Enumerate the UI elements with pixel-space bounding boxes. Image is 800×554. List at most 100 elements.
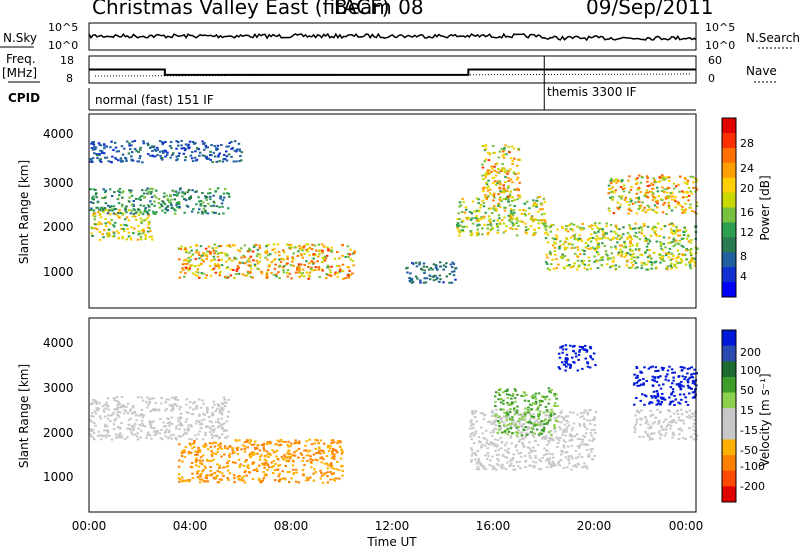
power-cell [94,193,97,196]
velocity-cell [654,396,658,399]
power-cell [670,209,674,212]
power-cell [682,237,685,240]
power-region [481,144,522,202]
velocity-cell [670,392,673,395]
power-cell [146,192,149,195]
velocity-cell [223,429,226,431]
velocity-cell [549,418,552,421]
velocity-cell [544,418,547,421]
power-cell [667,256,670,259]
xtick-0000: 00:00 [72,519,107,533]
velocity-cell [99,438,103,441]
power-cell [543,219,546,221]
power-cell [212,200,215,203]
velocity-cell [692,438,696,441]
velocity-cell [304,444,307,447]
velocity-cell [327,444,330,447]
power-cell [554,242,558,245]
velocity-cell [516,405,519,408]
power-cell [645,268,648,271]
power-cell [569,236,573,239]
velocity-cell [547,419,551,422]
power-cell [674,200,677,203]
power-cell [187,261,191,264]
power-cell [136,211,139,214]
power-cell [184,156,188,159]
power-cell [320,243,324,246]
velocity-cell [564,456,567,459]
velocity-cell [538,423,541,426]
velocity-cell [218,436,221,439]
power-cell [498,150,501,153]
power-cell [476,228,479,231]
power-cell [166,209,169,211]
nsky-trace [88,32,697,42]
power-cell [139,146,142,149]
velocity-cell [552,438,555,441]
power-cell [137,233,140,236]
velocity-cell [90,402,94,405]
power-cell [628,226,632,229]
power-cell [482,190,485,193]
power-cell [544,228,548,231]
power-cell [629,240,632,243]
power-cell [690,252,693,255]
velocity-cell [471,452,474,455]
velocity-cell [247,464,250,467]
velocity-cell [657,369,660,372]
velocity-cell [693,422,696,425]
power-cell [636,256,640,259]
velocity-cell [201,470,204,473]
velocity-cell [181,434,185,437]
power-ytick-4000: 4000 [43,127,74,141]
power-cell [148,227,151,230]
velocity-cell [194,422,198,425]
velocity-cell [556,405,559,407]
velocity-cell [533,432,536,435]
velocity-cell [671,431,675,434]
power-cell [214,271,218,274]
power-cell [663,188,666,191]
power-cell [312,253,316,256]
power-cell [475,215,478,218]
power-cell [495,223,499,226]
power-cell [130,151,134,154]
power-cell [209,198,212,201]
power-cell [298,269,301,272]
velocity-cell [238,439,241,442]
power-cell [665,252,668,255]
power-cell [601,258,604,261]
power-cell [184,272,187,275]
power-cell [244,274,247,277]
velocity-cell [470,425,473,427]
velocity-cell [329,471,332,473]
velocity-cell [593,429,596,432]
velocity-cell [187,427,190,430]
power-cell [503,153,506,156]
velocity-cell [581,415,584,418]
velocity-cell [494,395,497,398]
velocity-cell [190,425,193,428]
power-cell [222,192,226,195]
velocity-cell [538,434,541,437]
velocity-cell [547,431,550,434]
power-cell [587,247,590,250]
velocity-cell [586,361,589,364]
velocity-cell [555,397,558,400]
velocity-cell [564,360,567,363]
velocity-cell [170,416,173,419]
power-cell [151,187,154,190]
power-cell [170,147,173,150]
velocity-cell [512,393,515,395]
velocity-cell [321,450,325,452]
power-cell [501,150,505,153]
velocity-region [469,408,598,471]
velocity-cell [484,468,488,471]
xtick-1200: 12:00 [375,519,410,533]
velocity-cell [536,444,540,446]
velocity-cell [231,449,234,452]
velocity-cell [532,417,536,420]
nave-label: Nave [746,64,777,78]
velocity-cell [495,408,498,411]
velocity-cell [511,432,514,435]
